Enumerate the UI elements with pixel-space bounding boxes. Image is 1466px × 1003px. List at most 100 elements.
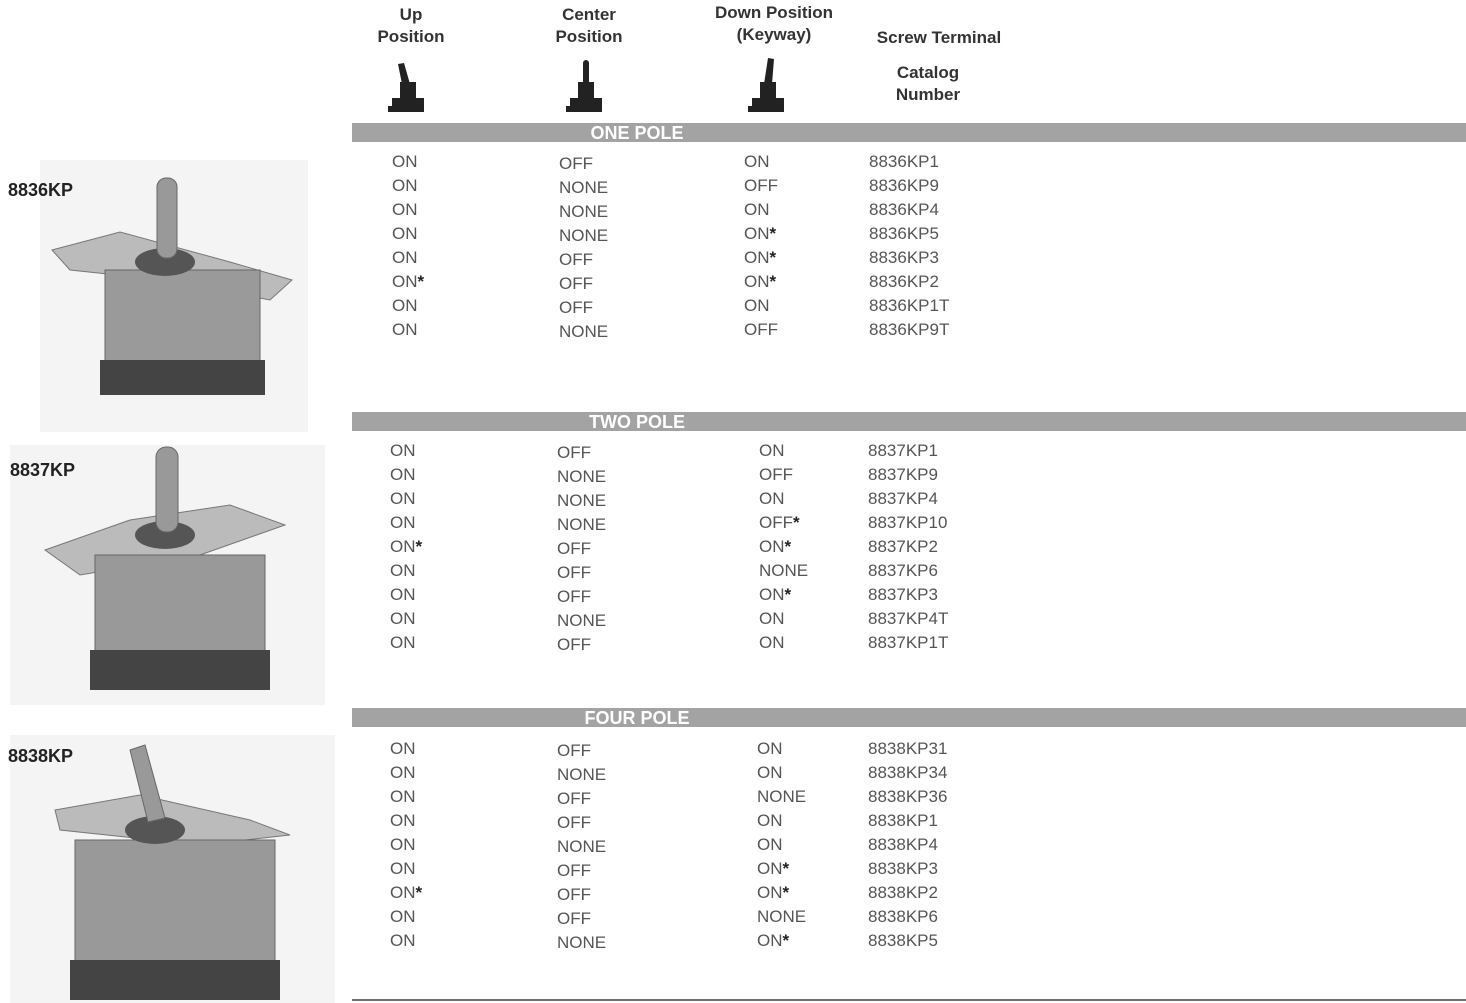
table-cell: ON (744, 296, 770, 315)
table-cell: ON (390, 513, 416, 532)
table-cell: 8837KP4T (868, 609, 949, 628)
table-cell: ON (759, 441, 785, 460)
table-cell: 8836KP2 (869, 272, 939, 291)
table-cell: 8836KP9T (869, 320, 950, 339)
table-cell: ON (392, 248, 418, 267)
table-cell: ON (392, 296, 418, 315)
table-cell: 8838KP1 (868, 811, 938, 830)
table-cell: NONE (557, 467, 607, 486)
table-cell: 8836KP4 (869, 200, 939, 219)
table-cell: NONE (559, 322, 609, 341)
table-cell: OFF (559, 274, 593, 293)
table-cell: ON* (390, 537, 423, 556)
table-cell: 8836KP5 (869, 224, 939, 243)
table-cell: OFF (557, 909, 591, 928)
table-cell: ON* (392, 272, 425, 291)
table-cell: NONE (559, 202, 609, 221)
table-cell: 8836KP9 (869, 176, 939, 195)
table-cell: ON (757, 739, 783, 758)
table-cell: OFF (557, 539, 591, 558)
table-cell: NONE (559, 226, 609, 245)
table-cell: 8837KP10 (868, 513, 948, 532)
table-cell: ON (392, 320, 418, 339)
table-cell: NONE (557, 611, 607, 630)
table-cell: OFF (559, 154, 593, 173)
switch-photos (10, 160, 335, 1003)
table-cell: 8838KP3 (868, 859, 938, 878)
table-cell: 8837KP4 (868, 489, 938, 508)
table-cell: 8838KP2 (868, 883, 938, 902)
table-cell: ON* (744, 272, 777, 291)
column-header: Catalog (896, 63, 960, 82)
table-cell: ON (390, 811, 416, 830)
section-bar (352, 412, 1466, 431)
table-cell: ON* (390, 883, 423, 902)
column-header: (Keyway) (736, 25, 812, 44)
toggle-icons (388, 58, 784, 112)
table-cell: ON* (744, 248, 777, 267)
table-cell: ON (392, 224, 418, 243)
table-cell: ON (744, 152, 770, 171)
table-cell: 8837KP1T (868, 633, 949, 652)
table-cell: ON (759, 609, 785, 628)
table-cell: 8838KP34 (868, 763, 948, 782)
table-cell: ON (392, 200, 418, 219)
product-label: 8836KP (8, 180, 74, 200)
table-cell: ON* (757, 859, 790, 878)
table-cell: ON (390, 859, 416, 878)
table-cell: NONE (557, 491, 607, 510)
table-cell: OFF (557, 635, 591, 654)
table-cell: 8837KP1 (868, 441, 938, 460)
product-label: 8838KP (8, 746, 74, 766)
table-cell: ON (390, 763, 416, 782)
table-cell: OFF (557, 563, 591, 582)
table-cell: ON* (759, 537, 792, 556)
table-cell: 8836KP1T (869, 296, 950, 315)
column-header: Number (895, 85, 961, 104)
table-cell: OFF (557, 587, 591, 606)
table-cell: NONE (557, 837, 607, 856)
table-cell: ON (390, 489, 416, 508)
table-cell: 8838KP5 (868, 931, 938, 950)
table-cell: 8838KP36 (868, 787, 948, 806)
section-bar (352, 708, 1466, 727)
table-cell: NONE (759, 561, 809, 580)
table-cell: ON (390, 907, 416, 926)
table-cell: 8838KP4 (868, 835, 938, 854)
table-cell: OFF (557, 813, 591, 832)
table-cell: OFF (557, 861, 591, 880)
table-cell: OFF (557, 885, 591, 904)
table-cell: NONE (757, 907, 807, 926)
table-cell: 8837KP9 (868, 465, 938, 484)
table-cell: OFF (759, 465, 793, 484)
table-cell: ON (759, 633, 785, 652)
section-title: FOUR POLE (584, 708, 690, 728)
table-cell: NONE (557, 515, 607, 534)
table-cell: ON (390, 609, 416, 628)
table-cell: OFF (557, 443, 591, 462)
section-title: TWO POLE (589, 412, 685, 432)
table-cell: ON (390, 561, 416, 580)
column-header: Down Position (714, 3, 834, 22)
table-cell: OFF (559, 250, 593, 269)
column-header: Up (399, 5, 423, 24)
table-cell: OFF (557, 789, 591, 808)
table-cell: 8836KP3 (869, 248, 939, 267)
table-cell: OFF (557, 741, 591, 760)
table-cell: ON (390, 585, 416, 604)
table-cell: ON* (757, 931, 790, 950)
section-title: ONE POLE (590, 123, 684, 143)
table-cell: ON (392, 152, 418, 171)
table-cell: ON (759, 489, 785, 508)
table-cell: 8837KP6 (868, 561, 938, 580)
table-cell: ON (390, 441, 416, 460)
column-header: Position (377, 27, 445, 46)
table-cell: ON (757, 763, 783, 782)
table-cell: ON (390, 835, 416, 854)
table-cell: 8838KP6 (868, 907, 938, 926)
table-cell: ON* (744, 224, 777, 243)
table-cell: NONE (557, 933, 607, 952)
table-cell: 8836KP1 (869, 152, 939, 171)
